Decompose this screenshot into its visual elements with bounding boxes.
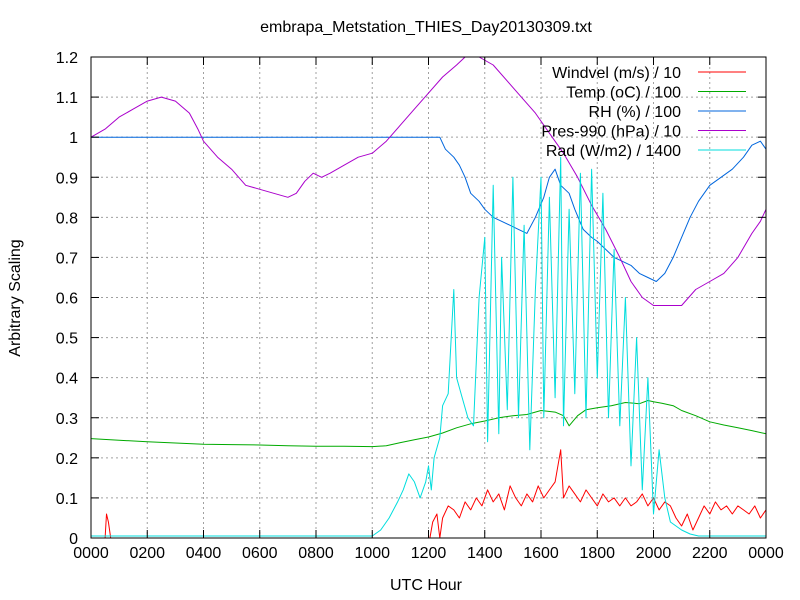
y-tick-label: 0.9 xyxy=(56,170,78,187)
series-line-rad xyxy=(91,156,766,537)
x-tick-label: 1600 xyxy=(523,545,559,562)
x-tick-label: 0600 xyxy=(242,545,278,562)
chart-title: embrapa_Metstation_THIES_Day20130309.txt xyxy=(260,19,592,36)
legend-label-pres-990: Pres-990 (hPa) / 10 xyxy=(541,124,681,141)
y-tick-label: 0.4 xyxy=(56,371,78,388)
y-tick-label: 0.2 xyxy=(56,451,78,468)
y-tick-label: 1.2 xyxy=(56,50,78,67)
x-tick-label: 1800 xyxy=(579,545,615,562)
series-lines xyxy=(90,56,767,539)
x-tick-label: 1400 xyxy=(467,545,503,562)
y-tick-label: 0.1 xyxy=(56,491,78,508)
legend-label-windvel: Windvel (m/s) / 10 xyxy=(552,65,681,82)
legend: Windvel (m/s) / 10 Temp (oC) / 100 RH (%) … xyxy=(541,65,746,160)
legend-label-temp: Temp (oC) / 100 xyxy=(566,85,681,102)
series-line-rh xyxy=(91,136,767,282)
x-tick-label: 0000 xyxy=(73,545,109,562)
x-tick-label: 2200 xyxy=(692,545,728,562)
x-tick-label: 0400 xyxy=(186,545,222,562)
x-tick-label: 1200 xyxy=(411,545,447,562)
y-tick-label: 0.5 xyxy=(56,331,78,348)
x-tick-label: 2000 xyxy=(636,545,672,562)
series-line-pres-990 xyxy=(90,56,767,306)
y-tick-label: 0.6 xyxy=(56,291,78,308)
series-line-temp xyxy=(90,400,767,448)
y-tick-label: 1.1 xyxy=(56,90,78,107)
x-tick-label: 0000 xyxy=(748,545,784,562)
legend-label-rad: Rad (W/m2) / 1400 xyxy=(546,143,681,160)
x-tick-label: 0800 xyxy=(298,545,334,562)
x-tick-label: 0200 xyxy=(129,545,165,562)
axis-ticks: 0000 0200 0400 0600 0800 1000 1200 1400 1600 1800… xyxy=(56,50,784,562)
y-tick-label: 1 xyxy=(69,130,78,147)
y-tick-label: 0.3 xyxy=(56,411,78,428)
x-tick-label: 1000 xyxy=(354,545,390,562)
y-tick-label: 0.7 xyxy=(56,250,78,267)
series-line-windvel xyxy=(104,449,767,539)
y-axis-label: Arbitrary Scaling xyxy=(7,239,24,356)
x-axis-label: UTC Hour xyxy=(390,577,463,594)
y-tick-label: 0 xyxy=(69,531,78,548)
y-tick-label: 0.8 xyxy=(56,210,78,227)
legend-label-rh: RH (%) / 100 xyxy=(589,104,682,121)
